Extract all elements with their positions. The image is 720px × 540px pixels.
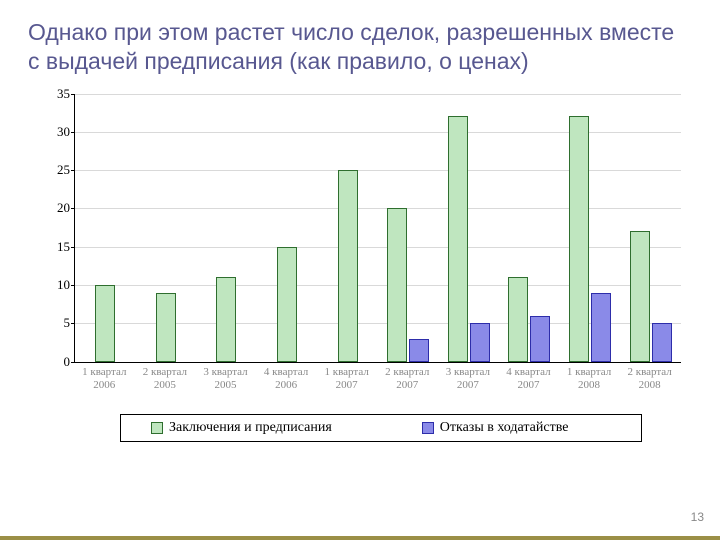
bars xyxy=(75,94,681,362)
bar-group xyxy=(378,94,439,362)
legend-label-1: Заключения и предписания xyxy=(169,420,332,436)
bar xyxy=(156,293,176,362)
slide-title: Однако при этом растет число сделок, раз… xyxy=(28,18,692,76)
legend: Заключения и предписания Отказы в ходата… xyxy=(120,414,642,442)
bar xyxy=(530,316,550,362)
bar-group xyxy=(75,94,136,362)
bar xyxy=(652,323,672,361)
bar-group xyxy=(620,94,681,362)
bar xyxy=(470,323,490,361)
bar xyxy=(508,277,528,361)
bar-group xyxy=(136,94,197,362)
bar-group xyxy=(439,94,500,362)
bar xyxy=(277,247,297,362)
page-number: 13 xyxy=(691,510,704,524)
bar xyxy=(216,277,236,361)
bar-group xyxy=(257,94,318,362)
x-axis-label: 2 квартал2005 xyxy=(135,366,196,394)
x-axis-label: 1 квартал2006 xyxy=(74,366,135,394)
bar xyxy=(409,339,429,362)
bar xyxy=(338,170,358,361)
bar-group xyxy=(196,94,257,362)
bar xyxy=(95,285,115,362)
x-axis-label: 2 квартал2008 xyxy=(619,366,680,394)
x-axis-label: 1 квартал2008 xyxy=(559,366,620,394)
legend-swatch-2 xyxy=(422,422,434,434)
bar xyxy=(387,208,407,361)
plot-area xyxy=(74,94,681,363)
y-axis-label: 15 xyxy=(57,239,70,255)
legend-swatch-1 xyxy=(151,422,163,434)
x-axis-label: 1 квартал2007 xyxy=(316,366,377,394)
y-axis-label: 10 xyxy=(57,277,70,293)
chart: 05101520253035 1 квартал20062 квартал200… xyxy=(30,88,690,448)
bar xyxy=(569,116,589,361)
y-axis-label: 5 xyxy=(64,315,71,331)
bar xyxy=(630,231,650,361)
x-axis-label: 2 квартал2007 xyxy=(377,366,438,394)
y-axis-label: 35 xyxy=(57,86,70,102)
bar-group xyxy=(560,94,621,362)
x-axis-label: 3 квартал2005 xyxy=(195,366,256,394)
legend-label-2: Отказы в ходатайстве xyxy=(440,420,569,436)
x-axis-labels: 1 квартал20062 квартал20053 квартал20054… xyxy=(74,366,680,394)
x-axis-label: 4 квартал2006 xyxy=(256,366,317,394)
y-axis-label: 0 xyxy=(64,354,71,370)
y-axis-label: 25 xyxy=(57,162,70,178)
y-axis-label: 30 xyxy=(57,124,70,140)
bar-group xyxy=(499,94,560,362)
x-axis-label: 3 квартал2007 xyxy=(438,366,499,394)
y-axis-label: 20 xyxy=(57,200,70,216)
bar xyxy=(448,116,468,361)
bar-group xyxy=(317,94,378,362)
bar xyxy=(591,293,611,362)
x-axis-label: 4 квартал2007 xyxy=(498,366,559,394)
